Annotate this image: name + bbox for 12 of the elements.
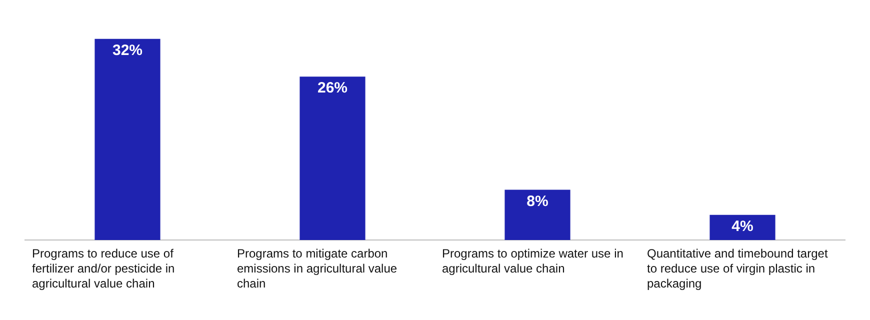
- data-label: 32%: [112, 42, 143, 59]
- data-label: 8%: [526, 192, 548, 210]
- data-label: 26%: [317, 80, 348, 97]
- x-tick-label: Programs to mitigate carbon emissions in agricultural value chain: [237, 246, 398, 290]
- x-tick-label: Programs to optimize water use in agricultural value chain: [442, 246, 624, 276]
- bar: [504, 190, 570, 240]
- bar: [710, 214, 776, 240]
- bar: [300, 76, 366, 240]
- x-tick-label: Programs to reduce use of fertilizer and/or pesticide in agricultural value chain: [32, 246, 175, 290]
- bar: [94, 38, 160, 240]
- x-tick-label: Quantitative and timebound target to reduce use of virgin plastic in packaging: [647, 246, 828, 290]
- data-label: 4%: [732, 218, 754, 235]
